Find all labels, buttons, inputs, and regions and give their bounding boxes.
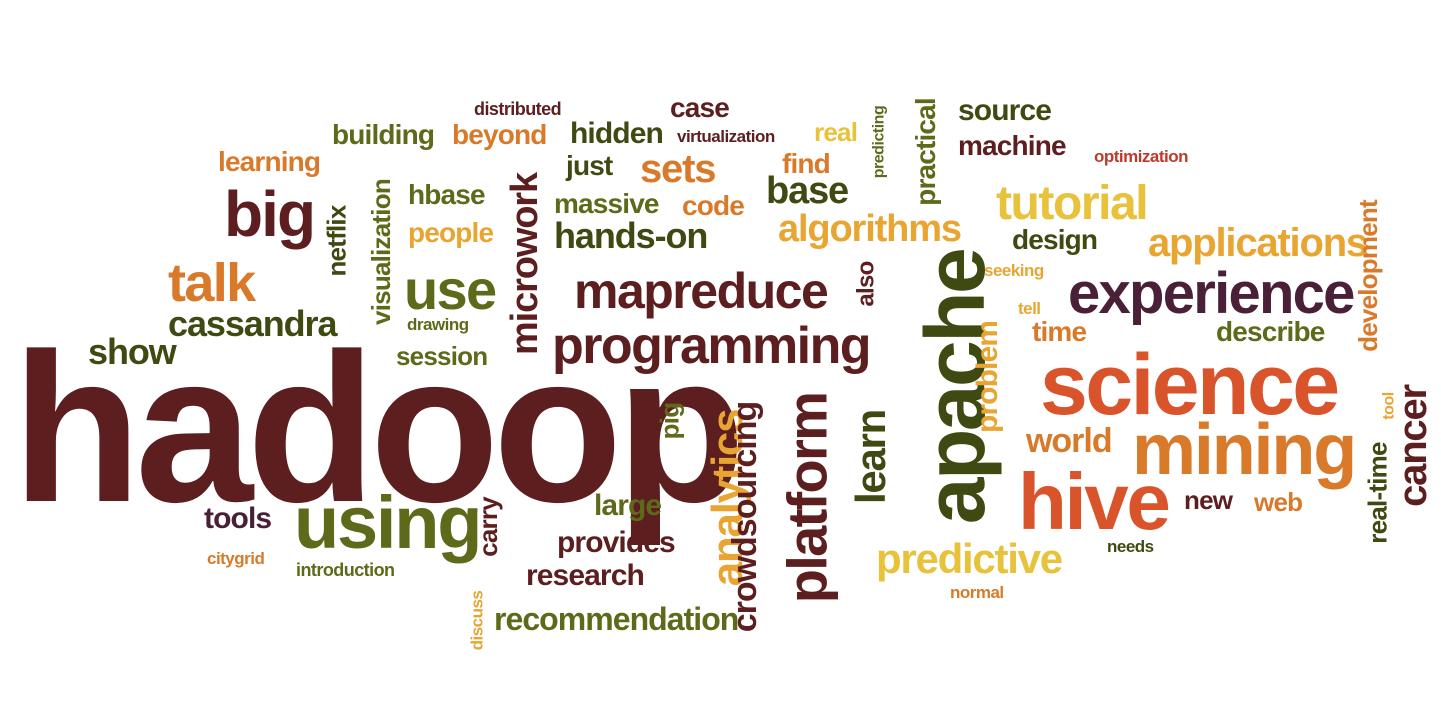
word-virtualization: virtualization xyxy=(677,127,775,146)
word-machine: machine xyxy=(958,130,1067,161)
word-show: show xyxy=(88,331,177,372)
word-seeking: seeking xyxy=(984,261,1044,280)
word-citygrid: citygrid xyxy=(207,549,265,568)
word-practical: practical xyxy=(909,98,941,206)
word-massive: massive xyxy=(554,188,660,219)
word-discuss: discuss xyxy=(467,590,487,651)
word-research: research xyxy=(526,559,645,592)
word-needs: needs xyxy=(1107,537,1154,556)
word-web: web xyxy=(1254,487,1303,517)
word-big: big xyxy=(224,178,316,250)
word-cancer: cancer xyxy=(1390,385,1435,507)
word-real-time: real-time xyxy=(1362,442,1393,544)
word-time: time xyxy=(1032,316,1087,347)
word-normal: normal xyxy=(950,583,1004,602)
word-base: base xyxy=(766,170,849,212)
word-platform: platform xyxy=(775,392,839,604)
word-distributed: distributed xyxy=(474,99,562,119)
word-cassandra: cassandra xyxy=(168,303,337,344)
word-code: code xyxy=(682,190,745,221)
word-learn: learn xyxy=(847,409,895,505)
word-hands-on: hands-on xyxy=(554,215,708,256)
word-netflix: netflix xyxy=(321,205,352,277)
word-optimization: optimization xyxy=(1094,147,1188,166)
word-crowdsourcing: crowdsourcing xyxy=(726,401,765,633)
word-hadoop: hadoop xyxy=(12,309,746,546)
word-hive: hive xyxy=(1018,457,1171,546)
word-problem: problem xyxy=(971,320,1005,434)
word-applications: applications xyxy=(1148,221,1368,265)
word-tool: tool xyxy=(1380,392,1398,420)
word-beyond: beyond xyxy=(452,119,547,150)
word-mining: mining xyxy=(1132,410,1357,490)
word-use: use xyxy=(404,258,497,321)
word-real: real xyxy=(814,117,858,147)
word-learning: learning xyxy=(218,146,321,177)
word-tools: tools xyxy=(204,502,272,535)
word-tell: tell xyxy=(1018,299,1041,318)
word-predicting: predicting xyxy=(870,105,888,179)
word-sets: sets xyxy=(640,147,716,191)
word-find: find xyxy=(782,148,831,179)
word-experience: experience xyxy=(1068,261,1355,326)
word-also: also xyxy=(852,261,880,307)
word-describe: describe xyxy=(1216,316,1325,347)
word-talk: talk xyxy=(168,253,256,313)
word-recommendation: recommendation xyxy=(494,601,739,637)
word-provides: provides xyxy=(557,526,676,559)
word-development: development xyxy=(1352,200,1383,352)
word-microwork: microwork xyxy=(503,173,546,355)
word-using: using xyxy=(294,481,482,564)
word-hidden: hidden xyxy=(570,117,664,150)
word-algorithms: algorithms xyxy=(778,208,962,250)
word-world: world xyxy=(1026,422,1113,460)
word-science: science xyxy=(1040,337,1340,433)
word-session: session xyxy=(396,341,488,371)
word-people: people xyxy=(408,217,494,248)
word-new: new xyxy=(1184,485,1233,515)
word-design: design xyxy=(1012,224,1098,255)
word-large: large xyxy=(594,489,662,522)
word-programming: programming xyxy=(552,317,872,375)
word-source: source xyxy=(958,94,1052,127)
word-case: case xyxy=(670,92,730,123)
word-drawing: drawing xyxy=(407,315,469,334)
word-building: building xyxy=(332,119,435,150)
word-mapreduce: mapreduce xyxy=(574,263,829,319)
word-hbase: hbase xyxy=(408,179,486,210)
word-introduction: introduction xyxy=(296,560,395,580)
word-predictive: predictive xyxy=(876,535,1063,582)
word-carry: carry xyxy=(472,497,503,557)
word-visualization: visualization xyxy=(365,179,396,325)
word-just: just xyxy=(566,150,613,181)
word-tutorial: tutorial xyxy=(996,177,1149,230)
word-pig: pig xyxy=(654,402,685,440)
